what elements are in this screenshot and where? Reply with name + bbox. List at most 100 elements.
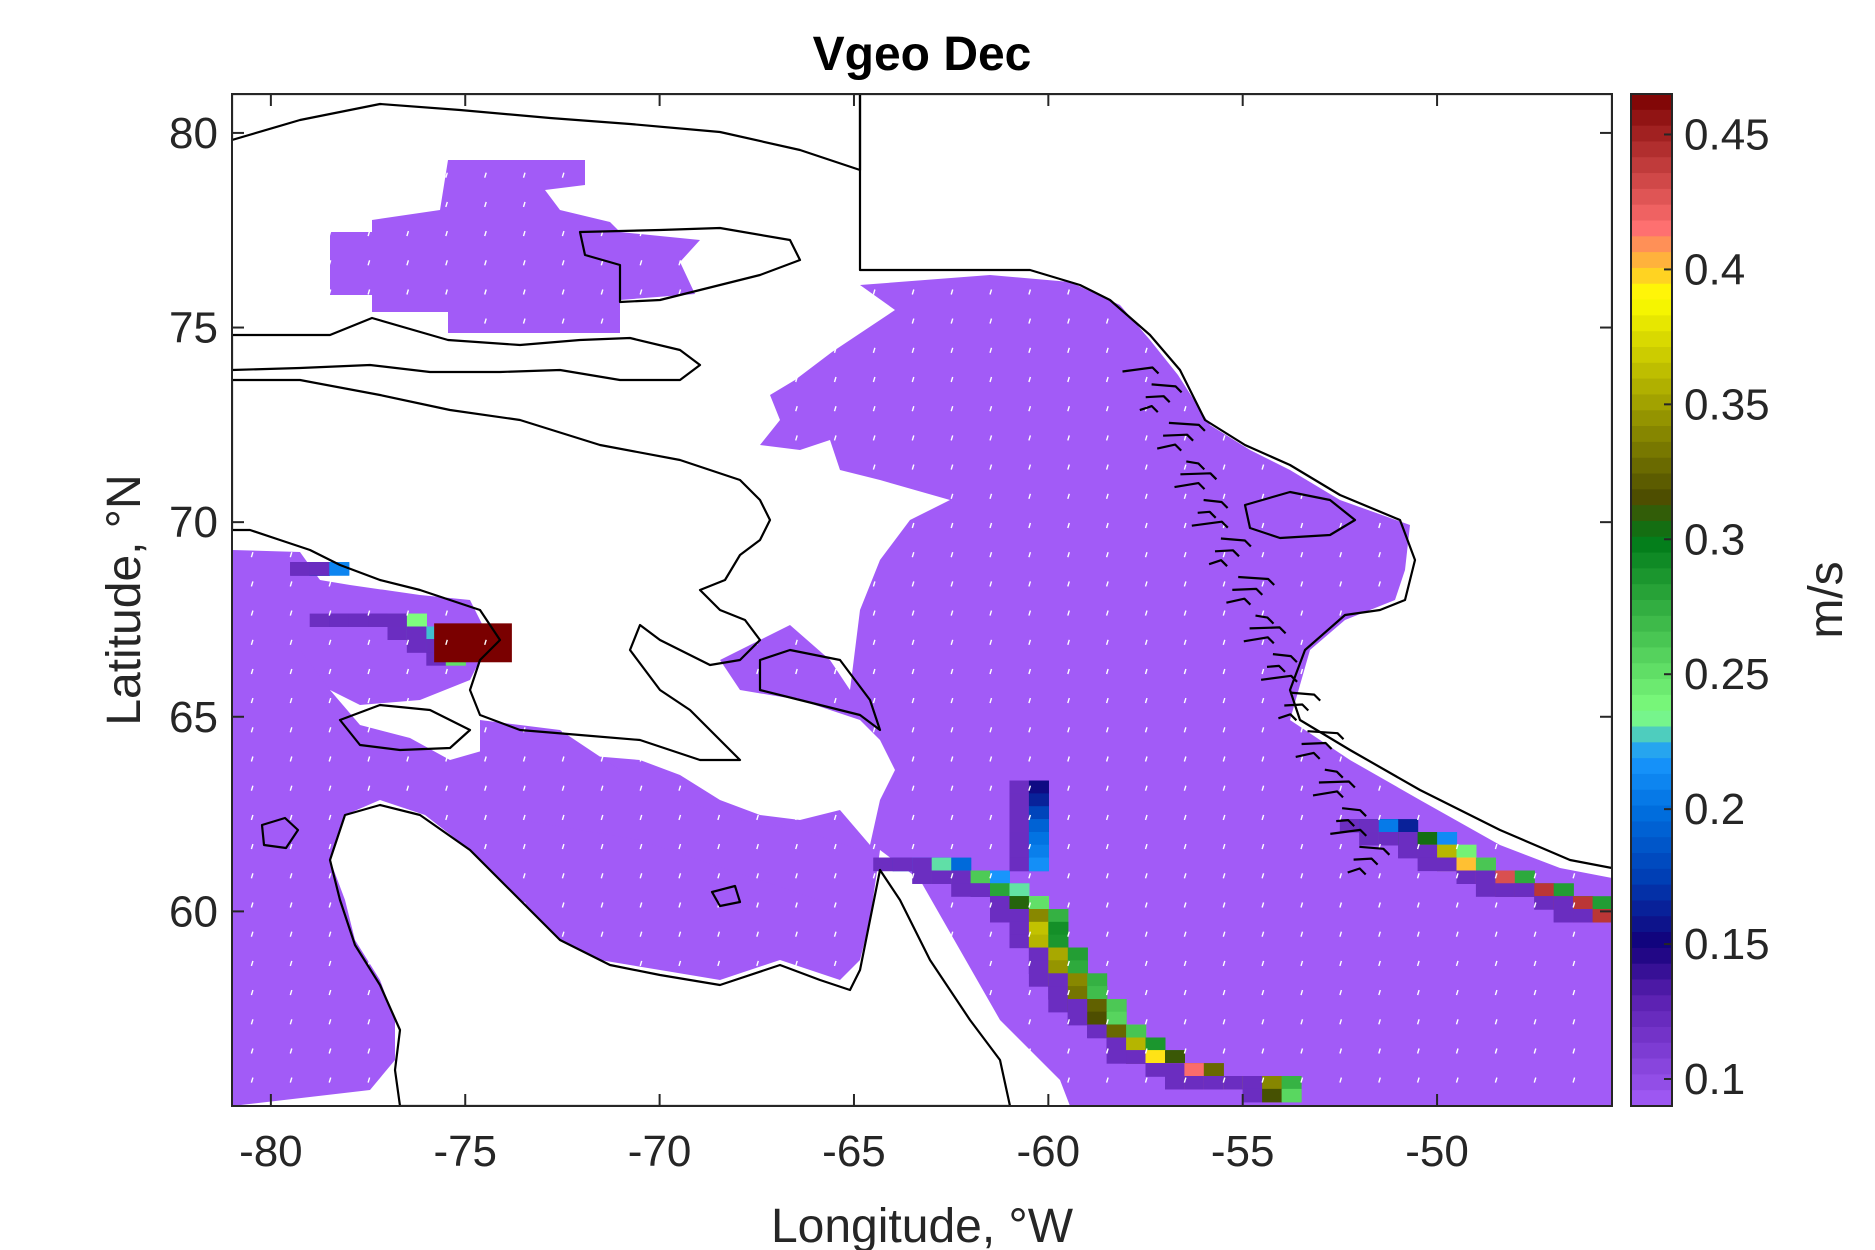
velocity-arrow <box>561 405 565 412</box>
velocity-arrow <box>1533 668 1537 675</box>
speed-cell <box>1106 999 1127 1013</box>
velocity-arrow <box>1494 960 1498 967</box>
velocity-arrow <box>484 610 487 616</box>
velocity-arrow <box>1028 347 1032 354</box>
fjord-line <box>1191 520 1229 529</box>
velocity-arrow <box>1300 143 1304 149</box>
speed-cell <box>1145 1063 1166 1077</box>
velocity-arrow <box>289 289 293 295</box>
velocity-arrow <box>911 493 915 500</box>
foxe-basin-water <box>232 550 490 705</box>
colorbar-swatch <box>1631 615 1672 633</box>
velocity-arrow <box>289 522 293 529</box>
velocity-arrow <box>1261 814 1265 821</box>
velocity-arrow <box>1067 960 1070 967</box>
speed-cell <box>1514 870 1535 884</box>
speed-cell <box>990 870 1010 884</box>
colorbar-swatch <box>1631 441 1672 459</box>
velocity-arrow <box>1261 522 1265 529</box>
velocity-arrow <box>1183 785 1187 791</box>
velocity-arrow <box>678 785 682 791</box>
velocity-arrow <box>1572 1077 1576 1083</box>
velocity-arrow <box>522 230 526 237</box>
velocity-arrow <box>950 1077 954 1083</box>
speed-cell <box>931 870 952 884</box>
velocity-arrow <box>1067 493 1070 500</box>
velocity-arrow <box>911 522 915 529</box>
velocity-arrow <box>1105 464 1109 470</box>
velocity-arrow <box>328 172 332 178</box>
speed-cell <box>387 613 408 627</box>
velocity-arrow <box>1105 1077 1109 1083</box>
speed-cell <box>1398 819 1419 833</box>
velocity-arrow <box>1067 201 1070 208</box>
speed-cell <box>1475 883 1496 897</box>
velocity-arrow <box>1067 902 1070 908</box>
velocity-arrow <box>289 347 293 354</box>
velocity-arrow <box>328 1077 332 1083</box>
velocity-arrow <box>1339 289 1343 295</box>
fjord-line <box>1203 498 1229 509</box>
speed-cell <box>1009 844 1030 859</box>
velocity-arrow <box>989 318 993 324</box>
velocity-arrow <box>872 727 876 733</box>
velocity-arrow <box>328 201 332 208</box>
velocity-arrow <box>1222 376 1226 383</box>
velocity-arrow <box>1378 172 1381 178</box>
velocity-arrow <box>1144 873 1148 879</box>
velocity-arrow <box>639 1077 643 1083</box>
velocity-arrow <box>1222 201 1226 208</box>
velocity-arrow <box>561 902 565 908</box>
velocity-arrow <box>833 785 837 791</box>
velocity-arrow <box>1105 873 1109 879</box>
velocity-arrow <box>1339 581 1343 587</box>
velocity-arrow <box>1028 902 1032 908</box>
velocity-arrow <box>522 697 526 704</box>
colorbar-tick-label: 0.25 <box>1684 650 1770 699</box>
velocity-arrow <box>328 260 332 266</box>
velocity-arrow <box>678 464 682 470</box>
velocity-arrow <box>795 639 798 646</box>
velocity-arrow <box>328 318 332 324</box>
velocity-arrow <box>833 143 837 149</box>
velocity-arrow <box>1144 493 1148 500</box>
velocity-arrow <box>1261 756 1265 762</box>
speed-cell <box>990 883 1010 897</box>
speed-cell <box>931 857 952 872</box>
velocity-arrow <box>445 318 448 324</box>
velocity-arrow <box>367 785 371 791</box>
velocity-arrow <box>406 697 410 704</box>
velocity-arrow <box>1144 289 1148 295</box>
velocity-arrow <box>1416 260 1420 266</box>
velocity-arrow <box>1222 785 1226 791</box>
velocity-arrow <box>1416 318 1420 324</box>
colorbar-swatch <box>1631 916 1672 933</box>
velocity-arrow <box>1067 260 1070 266</box>
velocity-arrow <box>989 260 993 266</box>
velocity-arrow <box>600 201 604 208</box>
velocity-arrow <box>1183 260 1187 266</box>
fjord-line <box>1255 614 1275 625</box>
velocity-arrow <box>445 1019 448 1025</box>
velocity-arrow <box>639 405 643 412</box>
velocity-arrow <box>445 201 448 208</box>
velocity-arrow <box>1416 873 1420 879</box>
velocity-arrow <box>1261 435 1265 441</box>
velocity-arrow <box>911 143 915 149</box>
velocity-arrow <box>1533 172 1537 178</box>
x-tick-label: -75 <box>433 1127 497 1176</box>
velocity-arrow <box>289 610 293 616</box>
speed-cell <box>990 896 1010 910</box>
velocity-arrow <box>1300 989 1304 996</box>
fjord-line <box>1290 691 1321 702</box>
devon-island-land <box>232 316 702 382</box>
velocity-arrow <box>950 581 954 587</box>
velocity-arrow <box>872 756 876 762</box>
speed-cell <box>1028 921 1049 936</box>
fjord-line <box>1278 713 1298 722</box>
colorbar-swatch <box>1631 805 1672 822</box>
velocity-arrow <box>406 435 410 441</box>
velocity-arrow <box>1533 814 1537 821</box>
velocity-arrow <box>1572 931 1576 937</box>
velocity-arrow <box>522 931 526 937</box>
